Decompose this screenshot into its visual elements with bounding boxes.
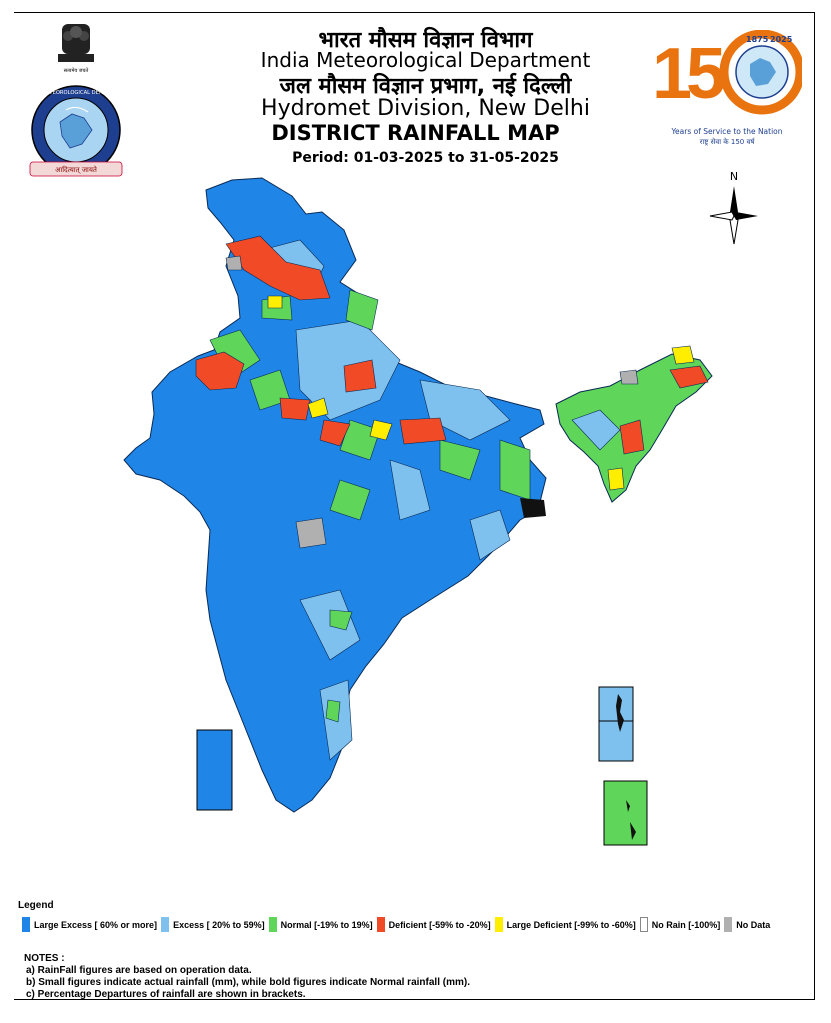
notes-title: NOTES : — [24, 953, 65, 964]
legend-label: Deficient [-59% to -20%] — [388, 919, 491, 930]
legend-item-no-data: No Data — [724, 917, 770, 932]
hindi-years-label: राष्ट्र सेवा के 150 वर्ष — [700, 137, 756, 146]
map-period: Period: 01-03-2025 to 31-05-2025 — [292, 150, 559, 166]
logo-ring-text: INDIA METEOROLOGICAL DEPARTMENT — [26, 90, 128, 96]
year-start: 1875 — [746, 35, 769, 44]
normal-region — [339, 419, 381, 461]
legend-label: Large Excess [ 60% or more] — [34, 919, 158, 930]
imd-logo: सत्यमेव जयते INDIA METEOROLOGICAL DEPART… — [26, 24, 128, 177]
legend-swatch — [724, 917, 733, 932]
normal-region — [345, 289, 379, 331]
emblem-caption: सत्यमेव जयते — [64, 67, 89, 74]
nicobar-inset — [603, 780, 648, 846]
deficient-region — [619, 419, 645, 455]
excess-region — [469, 509, 511, 561]
deficient-region — [319, 419, 351, 447]
note-item: c) Percentage Departures of rainfall are… — [26, 989, 306, 1000]
150-years-logo: 1 5 1875 2025 Years of Service to the Na… — [652, 30, 802, 146]
deficient-region — [195, 351, 245, 391]
legend-swatch — [376, 917, 385, 932]
no-data-region — [295, 517, 327, 549]
excess-region — [571, 409, 621, 451]
large-deficient-region — [671, 345, 695, 365]
legend-item-large-deficient: Large Deficient [-99% to -60%] — [494, 917, 636, 932]
logo-ribbon-text: आदित्यात् जायते — [55, 165, 98, 174]
legend-label: No Data — [736, 919, 771, 930]
legend-swatch — [161, 917, 170, 932]
large-deficient-region — [307, 397, 329, 419]
normal-region — [325, 699, 341, 723]
legend-label: Excess [ 20% to 59%] — [173, 919, 265, 930]
legend-swatch — [268, 917, 277, 932]
notes: NOTES : a) RainFall figures are based on… — [24, 953, 470, 1001]
map-title: DISTRICT RAINFALL MAP — [271, 121, 560, 145]
deficient-region — [343, 359, 377, 393]
legend-item-excess: Excess [ 20% to 59%] — [161, 917, 265, 932]
legend-label: Large Deficient [-99% to -60%] — [506, 919, 636, 930]
andaman-south-inset — [598, 720, 634, 762]
map-frame — [14, 12, 815, 1000]
large-deficient-region — [369, 419, 393, 441]
deficient-region — [669, 365, 709, 389]
deficient-region — [399, 417, 447, 445]
national-emblem-icon — [58, 24, 94, 62]
no-data-region — [619, 369, 639, 385]
large-deficient-region — [607, 467, 625, 491]
org-name: India Meteorological Department — [260, 48, 591, 72]
svg-text:1: 1 — [652, 34, 692, 114]
legend-swatch — [22, 917, 30, 932]
legend-swatch — [639, 917, 648, 932]
year-end: 2025 — [770, 35, 793, 44]
andaman-islands — [616, 694, 624, 732]
deficient-region — [279, 397, 311, 421]
note-item: b) Small figures indicate actual rainfal… — [26, 977, 470, 988]
normal-region — [439, 439, 481, 481]
division-name-hindi: जल मौसम विज्ञान प्रभाग, नई दिल्ली — [279, 74, 572, 99]
legend: Large Excess [ 60% or more] Excess [ 20%… — [22, 917, 774, 932]
no-data-region — [225, 255, 243, 271]
normal-region — [329, 609, 353, 631]
legend-item-large-excess: Large Excess [ 60% or more] — [22, 917, 157, 932]
deficient-region — [225, 235, 331, 301]
coastal-delta — [520, 498, 546, 518]
note-item: a) RainFall figures are based on operati… — [26, 965, 252, 976]
svg-text:5: 5 — [686, 34, 726, 114]
excess-region — [419, 379, 511, 441]
legend-label: No Rain [-100%] — [651, 919, 721, 930]
andaman-north-inset — [598, 686, 634, 722]
lakshadweep-inset — [196, 729, 233, 811]
division-name: Hydromet Division, New Delhi — [261, 96, 590, 121]
org-name-hindi: भारत मौसम विज्ञान विभाग — [318, 28, 533, 53]
large-deficient-region — [267, 295, 283, 309]
nicobar-islands — [626, 800, 636, 840]
legend-swatch — [494, 917, 503, 932]
years-label: Years of Service to the Nation — [670, 127, 782, 136]
legend-item-normal: Normal [-19% to 19%] — [268, 917, 373, 932]
excess-region — [389, 459, 431, 521]
north-label: N — [730, 170, 738, 183]
legend-item-deficient: Deficient [-59% to -20%] — [376, 917, 491, 932]
normal-region — [329, 479, 371, 521]
north-arrow-icon: N — [709, 170, 758, 245]
normal-region — [499, 439, 531, 501]
legend-title: Legend — [18, 900, 54, 911]
legend-item-no-rain: No Rain [-100%] — [639, 917, 721, 932]
legend-label: Normal [-19% to 19%] — [280, 919, 373, 930]
